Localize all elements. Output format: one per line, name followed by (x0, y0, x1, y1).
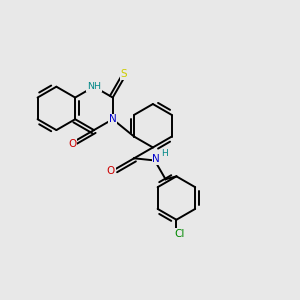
Text: N: N (152, 154, 160, 164)
Text: N: N (109, 114, 117, 124)
Text: O: O (107, 166, 115, 176)
Text: O: O (68, 139, 76, 149)
Text: H: H (161, 149, 168, 158)
Text: NH: NH (87, 82, 101, 91)
Text: S: S (120, 69, 127, 79)
Text: Cl: Cl (174, 229, 184, 239)
